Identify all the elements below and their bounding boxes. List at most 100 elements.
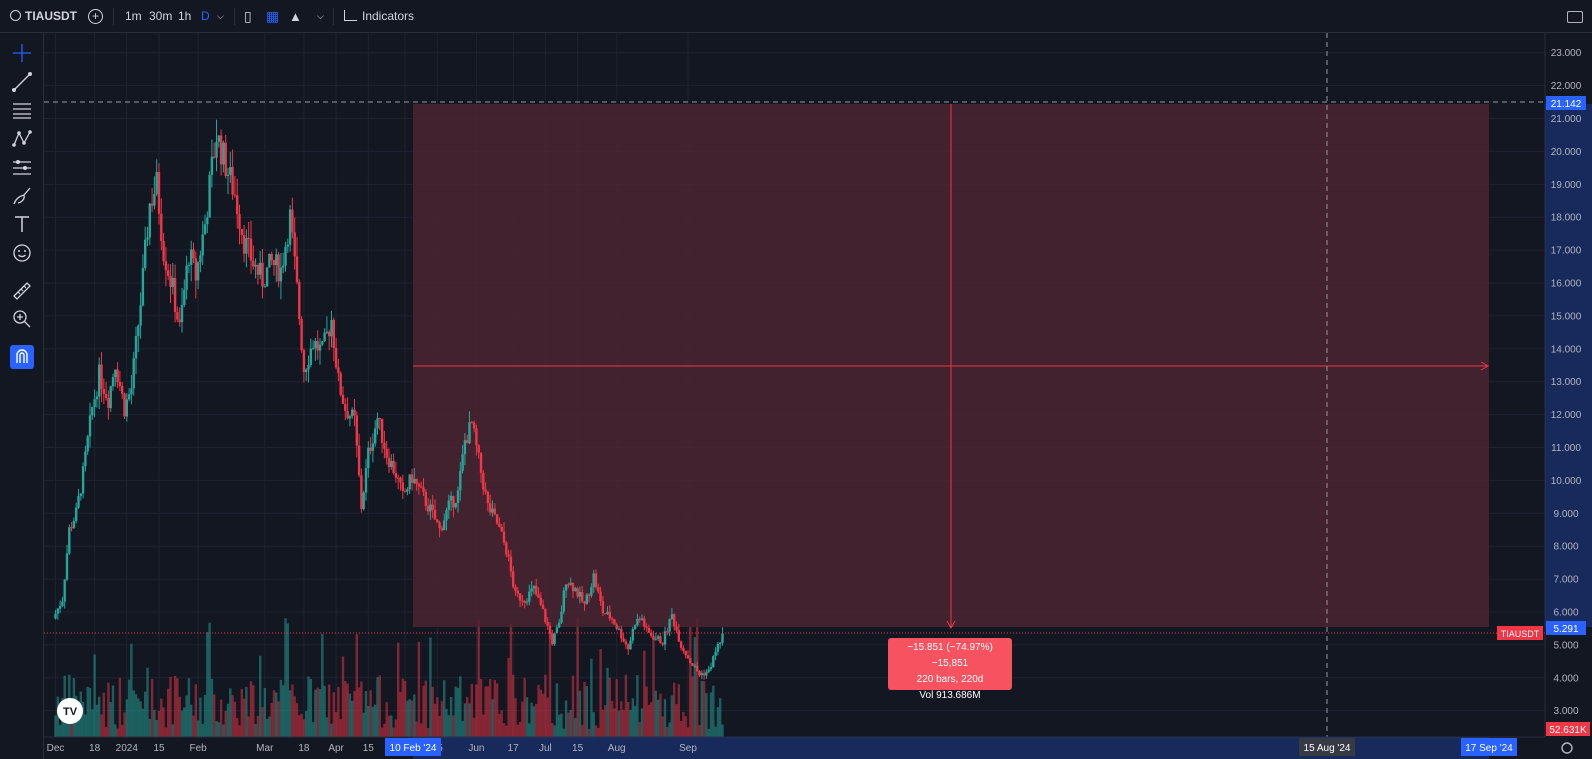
price-tick-label: 17.000 (1551, 246, 1582, 257)
candle-body (123, 393, 126, 417)
candle-body (512, 571, 515, 587)
chart-type-dropdown-chevron-icon[interactable]: ⌵ (317, 11, 324, 21)
candle-body (438, 522, 441, 528)
candle-body (601, 601, 605, 614)
candle-body (351, 409, 354, 417)
candle-body (190, 249, 193, 265)
volume-bar (385, 702, 388, 737)
interval-30m[interactable]: 30m (149, 9, 173, 23)
add-symbol-button[interactable]: + (88, 0, 103, 33)
candle-body (656, 636, 660, 639)
volume-bar (410, 700, 414, 737)
candle-body (440, 527, 444, 531)
volume-bar (344, 680, 347, 737)
time-tick-label: Aug (608, 743, 626, 754)
volume-bar (567, 712, 570, 737)
volume-bar (367, 705, 370, 737)
candle-body (392, 460, 395, 474)
candle-body (284, 246, 287, 266)
candle-body (567, 584, 570, 586)
volume-bar (380, 727, 384, 737)
interval-d[interactable]: D (201, 9, 210, 23)
volume-bar (415, 721, 418, 737)
candle-body (415, 478, 418, 484)
volume-bar (429, 637, 432, 737)
pattern-icon[interactable] (10, 127, 34, 151)
volume-bar (125, 699, 128, 737)
candle-body (369, 447, 372, 451)
candle-body (424, 491, 427, 506)
candle-body (617, 628, 621, 630)
candle-body (548, 625, 552, 634)
candle-body (137, 325, 140, 336)
emoji-icon[interactable] (10, 241, 34, 265)
indicators-button[interactable]: Indicators (344, 0, 414, 33)
candle-body (443, 520, 446, 531)
fib-lines-icon[interactable] (10, 98, 34, 122)
candle-body (592, 573, 595, 588)
candle-body (719, 642, 722, 644)
bar-chart-type-icon[interactable]: ▯ (244, 8, 252, 24)
measure-tooltip: −15.851 (−74.97%) −15,851 220 bars, 220d… (888, 638, 1012, 701)
candle-body (334, 348, 338, 368)
candle-body (134, 335, 138, 359)
volume-bar (587, 728, 591, 737)
candles-chart-type-icon[interactable]: ▦ (266, 8, 280, 24)
volume-bar (426, 727, 430, 737)
volume-bar (424, 680, 427, 737)
candle-body (309, 348, 312, 365)
text-icon[interactable] (10, 212, 34, 236)
brush-icon[interactable] (10, 184, 34, 208)
volume-bar (459, 676, 462, 737)
crosshair-icon[interactable] (10, 41, 34, 65)
volume-bar (104, 726, 108, 737)
volume-bar (93, 654, 96, 737)
volume-bar (383, 723, 386, 737)
magnet-button[interactable] (10, 345, 34, 369)
forecast-icon[interactable] (10, 155, 34, 179)
candle-body (79, 493, 82, 497)
volume-bar (146, 667, 149, 737)
area-chart-type-icon[interactable]: ▲ (289, 9, 302, 24)
volume-bar (231, 695, 234, 737)
volume-bar (571, 675, 575, 737)
candle-body (144, 239, 147, 268)
interval-1m[interactable]: 1m (125, 9, 142, 23)
volume-bar (652, 636, 655, 737)
volume-bar (553, 725, 556, 737)
volume-bar (164, 727, 168, 737)
trend-line-icon[interactable] (10, 70, 34, 94)
candle-body (376, 418, 379, 429)
candle-body (661, 643, 664, 645)
volume-bar (532, 706, 536, 737)
candle-body (155, 172, 158, 195)
candle-body (167, 270, 170, 276)
candle-body (544, 609, 547, 623)
price-tick-label: 5.000 (1553, 640, 1578, 651)
volume-bar (130, 643, 133, 737)
zoom-in-icon[interactable] (10, 307, 34, 331)
volume-bar (252, 685, 255, 737)
candle-body (489, 503, 492, 513)
candle-body (541, 604, 545, 610)
interval-1h[interactable]: 1h (178, 9, 192, 23)
symbol-search[interactable]: TIAUSDT (10, 0, 77, 33)
candle-body (532, 585, 536, 589)
candle-body (590, 587, 593, 596)
volume-bar (420, 723, 423, 737)
interval-dropdown-chevron-icon[interactable]: ⌵ (217, 11, 224, 21)
ruler-icon[interactable] (10, 279, 34, 303)
toolbar-separator (234, 8, 235, 25)
candle-body (452, 495, 455, 508)
candle-body (675, 626, 678, 631)
candle-body (553, 633, 556, 645)
volume-bar (127, 679, 131, 737)
camera-icon[interactable] (1567, 0, 1583, 33)
candle-body (107, 398, 110, 409)
volume-bar (673, 682, 676, 737)
candle-body (627, 644, 630, 650)
candle-body (673, 614, 676, 627)
candle-body (629, 640, 632, 650)
volume-bar (282, 685, 285, 737)
